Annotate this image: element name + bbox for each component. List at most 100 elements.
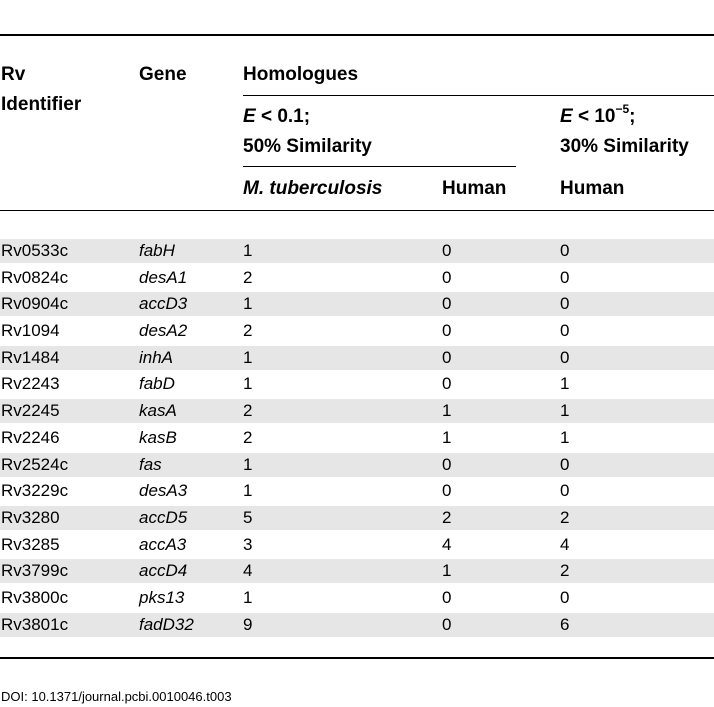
- cell-human1: 1: [442, 401, 452, 420]
- cell-mtb: 1: [243, 588, 253, 607]
- cell-human2: 2: [560, 508, 570, 527]
- cell-human1: 4: [442, 535, 452, 554]
- group2-e-var: E: [560, 106, 573, 127]
- cell-human2: 0: [560, 481, 570, 500]
- cell-human2: 0: [560, 294, 570, 313]
- cell-rv: Rv2246: [1, 428, 60, 447]
- cell-gene: accD5: [139, 508, 188, 527]
- cell-human2: 0: [560, 348, 570, 367]
- cell-human2: 0: [560, 268, 570, 287]
- group1-similarity: 50% Similarity: [243, 136, 372, 157]
- cell-rv: Rv3280: [1, 508, 60, 527]
- cell-mtb: 2: [243, 428, 253, 447]
- header-bottom-rule: [0, 210, 714, 211]
- table-row: Rv2245 kasA 2 1 1: [0, 399, 714, 423]
- cell-human1: 0: [442, 481, 452, 500]
- group1-e-cond: < 0.1;: [255, 106, 311, 127]
- table-row: Rv3285 accA3 3 4 4: [0, 533, 714, 557]
- group1-rule: [243, 166, 516, 167]
- table-row: Rv0533c fabH 1 0 0: [0, 239, 714, 263]
- cell-rv: Rv3285: [1, 535, 60, 554]
- cell-gene: desA2: [139, 321, 188, 340]
- cell-human2: 1: [560, 374, 570, 393]
- cell-human2: 0: [560, 588, 570, 607]
- table-row: Rv0904c accD3 1 0 0: [0, 292, 714, 316]
- table-row: Rv2246 kasB 2 1 1: [0, 426, 714, 450]
- table-row: Rv3280 accD5 5 2 2: [0, 506, 714, 530]
- cell-gene: desA3: [139, 481, 188, 500]
- cell-mtb: 1: [243, 374, 253, 393]
- cell-mtb: 1: [243, 481, 253, 500]
- group2-similarity: 30% Similarity: [560, 136, 689, 157]
- cell-rv: Rv0824c: [1, 268, 69, 287]
- cell-rv: Rv3799c: [1, 561, 69, 580]
- cell-gene: desA1: [139, 268, 188, 287]
- header-rv-identifier: Rv Identifier: [1, 60, 81, 120]
- cell-human2: 1: [560, 401, 570, 420]
- cell-human2: 0: [560, 321, 570, 340]
- header-gene: Gene: [139, 64, 187, 85]
- group2-e-cond: < 10: [572, 106, 616, 127]
- table-row: Rv1094 desA2 2 0 0: [0, 319, 714, 343]
- cell-gene: kasB: [139, 428, 177, 447]
- cell-mtb: 9: [243, 615, 253, 634]
- cell-gene: kasA: [139, 401, 177, 420]
- table-row: Rv1484 inhA 1 0 0: [0, 346, 714, 370]
- cell-human1: 0: [442, 294, 452, 313]
- cell-human1: 0: [442, 615, 452, 634]
- cell-human2: 4: [560, 535, 570, 554]
- cell-gene: accD3: [139, 294, 188, 313]
- header-mtb: M. tuberculosis: [243, 174, 382, 204]
- cell-mtb: 2: [243, 401, 253, 420]
- cell-human1: 2: [442, 508, 452, 527]
- cell-mtb: 2: [243, 321, 253, 340]
- homologues-rule: [243, 95, 714, 96]
- cell-human1: 0: [442, 241, 452, 260]
- table-top-rule: [0, 34, 714, 36]
- header-mtb-label: M. tuberculosis: [243, 178, 383, 199]
- table-row: Rv3799c accD4 4 1 2: [0, 559, 714, 583]
- cell-human1: 0: [442, 374, 452, 393]
- header-human-1: Human: [442, 178, 507, 199]
- cell-gene: fas: [139, 455, 162, 474]
- cell-mtb: 3: [243, 535, 253, 554]
- cell-rv: Rv0904c: [1, 294, 69, 313]
- header-rv-line1: Rv: [1, 64, 26, 85]
- cell-gene: fabD: [139, 374, 175, 393]
- cell-gene: inhA: [139, 348, 174, 367]
- header-homologues: Homologues: [243, 64, 359, 85]
- header-human-2: Human: [560, 178, 625, 199]
- cell-mtb: 2: [243, 268, 253, 287]
- cell-human1: 1: [442, 428, 452, 447]
- cell-mtb: 1: [243, 348, 253, 367]
- cell-rv: Rv2524c: [1, 455, 69, 474]
- table-row: Rv3801c fadD32 9 0 6: [0, 613, 714, 637]
- table-row: Rv2524c fas 1 0 0: [0, 453, 714, 477]
- cell-human1: 0: [442, 455, 452, 474]
- cell-human2: 0: [560, 241, 570, 260]
- cell-rv: Rv0533c: [1, 241, 69, 260]
- group1-e-var: E: [243, 106, 256, 127]
- cell-human1: 0: [442, 268, 452, 287]
- cell-human2: 2: [560, 561, 570, 580]
- table-row: Rv3800c pks13 1 0 0: [0, 586, 714, 610]
- cell-gene: accD4: [139, 561, 188, 580]
- cell-gene: fadD32: [139, 615, 194, 634]
- cell-rv: Rv1484: [1, 348, 60, 367]
- doi-caption: DOI: 10.1371/journal.pcbi.0010046.t003: [1, 689, 232, 704]
- group2-e-exp: −5: [615, 102, 630, 116]
- cell-rv: Rv1094: [1, 321, 60, 340]
- cell-mtb: 1: [243, 294, 253, 313]
- cell-human1: 1: [442, 561, 452, 580]
- group2-e-tail: ;: [629, 106, 636, 127]
- table-row: Rv3229c desA3 1 0 0: [0, 479, 714, 503]
- cell-human2: 0: [560, 455, 570, 474]
- cell-gene: accA3: [139, 535, 187, 554]
- table-row: Rv0824c desA1 2 0 0: [0, 266, 714, 290]
- cell-human1: 0: [442, 321, 452, 340]
- table-row: Rv2243 fabD 1 0 1: [0, 372, 714, 396]
- cell-rv: Rv2243: [1, 374, 60, 393]
- cell-rv: Rv2245: [1, 401, 60, 420]
- header-rv-line2: Identifier: [1, 94, 82, 115]
- cell-gene: pks13: [139, 588, 185, 607]
